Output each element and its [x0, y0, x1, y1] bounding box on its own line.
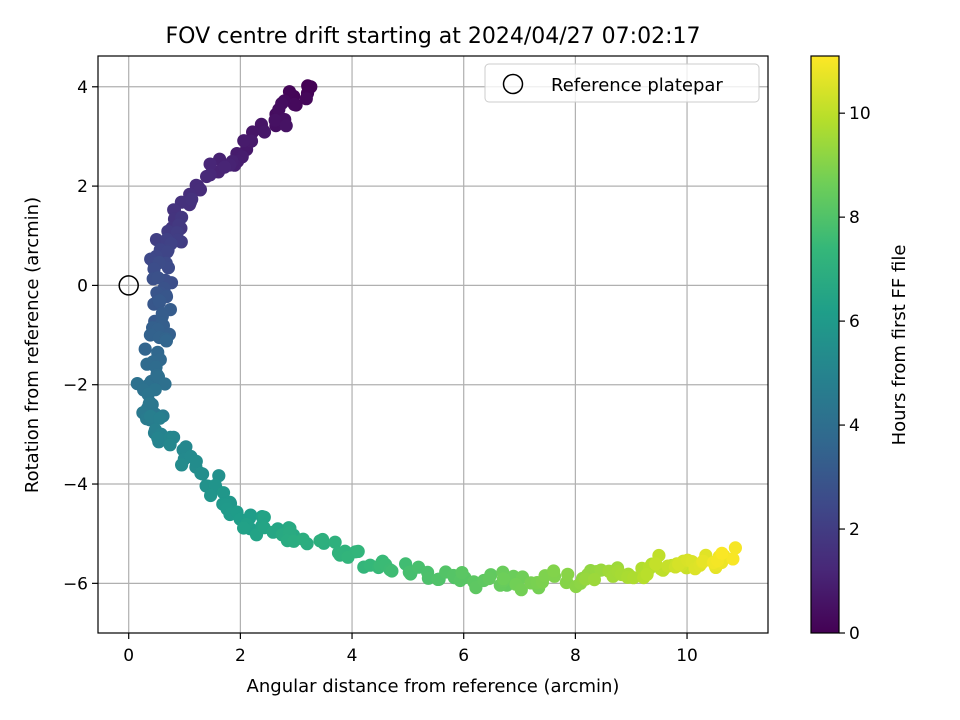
x-tick-label: 8 [570, 646, 581, 666]
data-point [257, 125, 272, 139]
y-tick-label: −6 [63, 574, 88, 594]
colorbar: 0 2 4 6 8 10 [810, 55, 871, 644]
chart-title: FOV centre drift starting at 2024/04/27 … [166, 24, 701, 49]
data-point [153, 411, 167, 425]
x-tick-label: 4 [347, 646, 358, 666]
data-point [351, 544, 365, 559]
data-point [561, 567, 575, 581]
data-point [726, 552, 740, 566]
data-point [237, 134, 251, 148]
legend-reference-label: Reference platepar [551, 75, 723, 96]
data-point [203, 157, 217, 171]
plot-background [98, 56, 768, 633]
data-point [496, 572, 510, 586]
colorbar-tick-label: 10 [849, 104, 871, 124]
data-point [514, 583, 528, 597]
colorbar-gradient [810, 55, 840, 634]
data-point [204, 488, 218, 503]
data-point [218, 160, 232, 174]
data-point [341, 550, 355, 564]
colorbar-tick-label: 6 [849, 312, 860, 332]
data-point [696, 554, 710, 568]
data-point [151, 271, 165, 285]
data-point [385, 564, 399, 578]
reference-point [118, 275, 139, 296]
y-axis-ticks: −6 −4 −2 0 2 4 [63, 78, 98, 594]
legend: Reference platepar [484, 63, 760, 103]
data-point [158, 377, 172, 391]
legend-box [484, 63, 760, 103]
data-point [189, 454, 203, 468]
x-tick-label: 6 [458, 646, 469, 666]
data-point [149, 233, 164, 247]
reference-platepar-marker [118, 275, 139, 296]
data-point [175, 458, 189, 472]
data-point [272, 102, 286, 117]
axes-border [97, 55, 769, 634]
y-axis-label: Rotation from reference (arcmin) [22, 197, 43, 493]
x-axis-ticks: 0 2 4 6 8 10 [123, 633, 698, 666]
data-point [237, 521, 251, 535]
colorbar-label: Hours from first FF file [889, 245, 910, 446]
data-point [160, 245, 174, 259]
data-point [649, 557, 663, 571]
x-tick-label: 10 [676, 646, 698, 666]
y-tick-label: 2 [77, 177, 88, 197]
data-point [194, 466, 208, 480]
y-tick-label: 0 [77, 276, 88, 296]
data-point [547, 564, 561, 578]
data-point [216, 486, 231, 500]
y-tick-label: 4 [77, 78, 88, 98]
plot-area [98, 56, 768, 633]
data-point [152, 294, 166, 308]
colorbar-tick-label: 4 [849, 416, 860, 436]
data-point [185, 192, 199, 206]
y-tick-label: −2 [63, 376, 88, 396]
data-point [640, 567, 654, 582]
data-point [316, 532, 330, 547]
data-point [482, 571, 496, 586]
data-point [159, 334, 173, 348]
colorbar-tick-label: 8 [849, 208, 860, 228]
data-point [728, 541, 743, 555]
data-point [328, 535, 342, 549]
data-point [587, 573, 602, 587]
x-tick-label: 0 [123, 646, 134, 666]
y-tick-label: −4 [63, 475, 88, 495]
data-point [455, 566, 469, 580]
data-point [200, 169, 214, 184]
x-tick-label: 2 [235, 646, 246, 666]
data-point [268, 113, 282, 127]
data-point [151, 431, 165, 445]
data-point [138, 342, 152, 356]
data-point [279, 119, 293, 133]
data-point [299, 92, 313, 106]
data-point [296, 532, 310, 546]
colorbar-tick-label: 2 [849, 520, 860, 540]
grid-lines [98, 56, 768, 633]
data-point [421, 571, 435, 585]
data-point [193, 183, 207, 197]
x-axis-label: Angular distance from reference (arcmin) [247, 676, 620, 697]
data-point [715, 546, 729, 560]
scatter-points [130, 79, 743, 597]
data-point [627, 571, 641, 585]
data-point [287, 97, 301, 111]
data-point [163, 438, 177, 452]
axes-frame [97, 55, 769, 634]
colorbar-tick-label: 0 [849, 624, 860, 644]
legend-reference-marker-icon [502, 73, 524, 95]
data-point [257, 510, 271, 524]
